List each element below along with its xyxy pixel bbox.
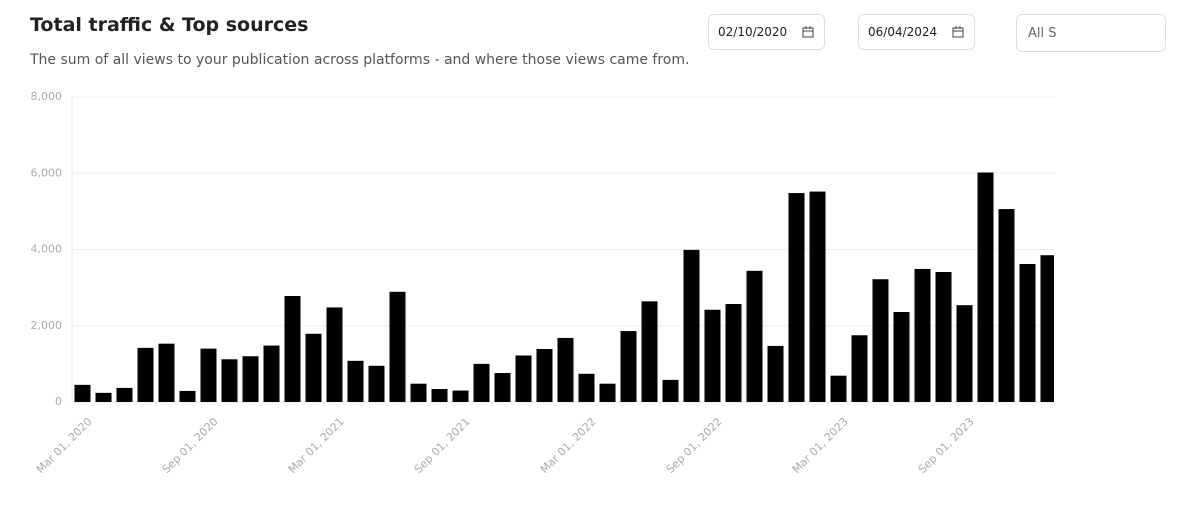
bar <box>641 301 658 402</box>
bar <box>284 296 301 402</box>
bar <box>389 291 406 402</box>
bar <box>830 375 847 402</box>
x-tick-label: Sep 01, 2021 <box>412 415 473 476</box>
x-tick-label: Sep 01, 2023 <box>916 415 977 476</box>
bar <box>158 343 175 402</box>
x-tick-label: Mar 01, 2020 <box>34 415 95 476</box>
calendar-icon <box>802 26 814 38</box>
source: All S <box>1028 25 1057 41</box>
bar <box>809 191 826 402</box>
subtitle: The sum of all views to your publication… <box>30 52 690 68</box>
bar <box>74 384 91 402</box>
bar <box>410 383 427 402</box>
bar <box>494 373 511 402</box>
bar <box>200 348 217 402</box>
bar <box>578 373 595 402</box>
bar <box>956 305 973 402</box>
bar <box>473 363 490 402</box>
bar <box>683 249 700 402</box>
bar <box>914 268 931 402</box>
bar <box>137 347 154 402</box>
bar <box>704 309 721 402</box>
bar <box>893 312 910 402</box>
bar <box>431 389 448 402</box>
bar <box>368 365 385 402</box>
bar <box>620 331 637 402</box>
x-tick-label: Mar 01, 2022 <box>538 415 599 476</box>
bar <box>557 337 574 402</box>
bar <box>326 307 343 402</box>
bar <box>1040 255 1054 402</box>
x-tick-label: Sep 01, 2022 <box>664 415 725 476</box>
bar <box>767 345 784 402</box>
bar <box>851 335 868 402</box>
start-date: 02/10/2020 <box>718 25 788 39</box>
y-tick-label: 8,000 <box>31 90 63 103</box>
bar <box>179 390 196 402</box>
bar <box>977 172 994 402</box>
end-date: 06/04/2024 <box>868 25 938 39</box>
bar <box>347 360 364 402</box>
bar <box>1019 263 1036 402</box>
bar <box>599 383 616 402</box>
bar <box>263 345 280 402</box>
source-select[interactable]: All S <box>1016 14 1166 52</box>
bar <box>725 304 742 402</box>
bar <box>515 355 532 402</box>
y-tick-label: 2,000 <box>31 319 63 332</box>
bar <box>998 209 1015 402</box>
x-tick-label: Sep 01, 2020 <box>160 415 221 476</box>
bar <box>788 193 805 402</box>
bar <box>536 349 553 402</box>
bar <box>305 333 322 402</box>
bars <box>74 172 1054 402</box>
y-tick-label: 6,000 <box>31 166 63 179</box>
title: Total traffic & Top sources <box>30 14 309 36</box>
x-tick-label: Mar 01, 2021 <box>286 415 347 476</box>
y-tick-label: 0 <box>55 395 62 408</box>
bar <box>221 359 238 402</box>
end-date-input[interactable]: 06/04/2024 <box>858 14 975 50</box>
bar <box>935 271 952 402</box>
bar <box>746 270 763 402</box>
bar <box>242 356 259 402</box>
bar <box>872 279 889 402</box>
start-date-input[interactable]: 02/10/2020 <box>708 14 825 50</box>
bar <box>662 379 679 402</box>
y-tick-label: 4,000 <box>31 243 63 256</box>
bar <box>116 387 133 402</box>
bar <box>95 392 112 402</box>
x-tick-label: Mar 01, 2023 <box>790 415 851 476</box>
calendar-icon <box>952 26 964 38</box>
bar <box>452 390 469 402</box>
